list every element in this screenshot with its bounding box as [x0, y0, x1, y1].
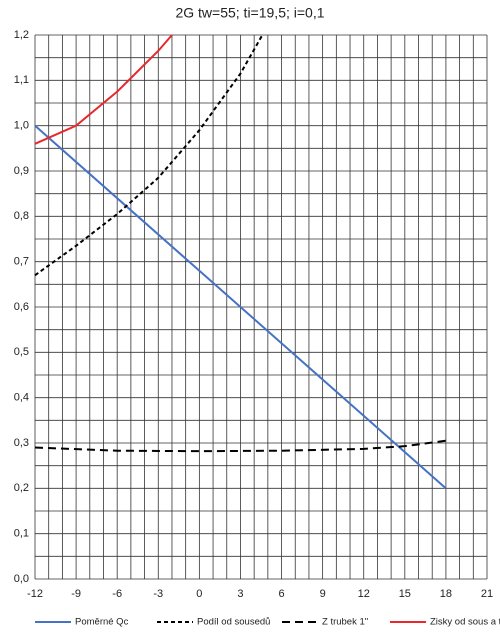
x-tick-label: -9 — [71, 588, 81, 600]
x-tick-label: 9 — [320, 588, 326, 600]
y-tick-label: 0,0 — [14, 573, 29, 585]
y-tick-label: 0,8 — [14, 210, 29, 222]
chart-title: 2G tw=55; ti=19,5; i=0,1 — [175, 5, 324, 21]
y-tick-label: 0,1 — [14, 528, 29, 540]
series-line — [34, 439, 447, 453]
y-tick-label: 1,0 — [14, 120, 29, 132]
x-tick-label: -3 — [153, 588, 163, 600]
x-tick-label: -12 — [27, 588, 43, 600]
series-line — [34, 34, 264, 277]
x-tick-label: 18 — [440, 588, 452, 600]
y-tick-label: 0,3 — [14, 437, 29, 449]
x-tick-label: 21 — [481, 588, 493, 600]
series-line — [34, 124, 447, 490]
x-tick-label: 6 — [278, 588, 284, 600]
legend-label: Zisky od sous a trubek — [430, 617, 500, 628]
y-tick-label: 0,5 — [14, 346, 29, 358]
x-tick-label: 0 — [196, 588, 202, 600]
y-tick-label: 0,9 — [14, 165, 29, 177]
y-tick-label: 0,6 — [14, 301, 29, 313]
x-tick-label: 12 — [358, 588, 370, 600]
legend-label: Z trubek 1" — [322, 617, 368, 628]
x-tick-label: -6 — [112, 588, 122, 600]
y-tick-label: 0,7 — [14, 256, 29, 268]
legend-label: Poměrné Qc — [75, 617, 129, 628]
y-tick-label: 1,1 — [14, 74, 29, 86]
legend-label: Podíl od sousedů — [197, 617, 270, 628]
y-tick-label: 1,2 — [14, 29, 29, 41]
series-line — [34, 34, 173, 145]
y-tick-label: 0,4 — [14, 392, 29, 404]
x-tick-label: 15 — [399, 588, 411, 600]
x-tick-label: 3 — [237, 588, 243, 600]
y-tick-label: 0,2 — [14, 482, 29, 494]
